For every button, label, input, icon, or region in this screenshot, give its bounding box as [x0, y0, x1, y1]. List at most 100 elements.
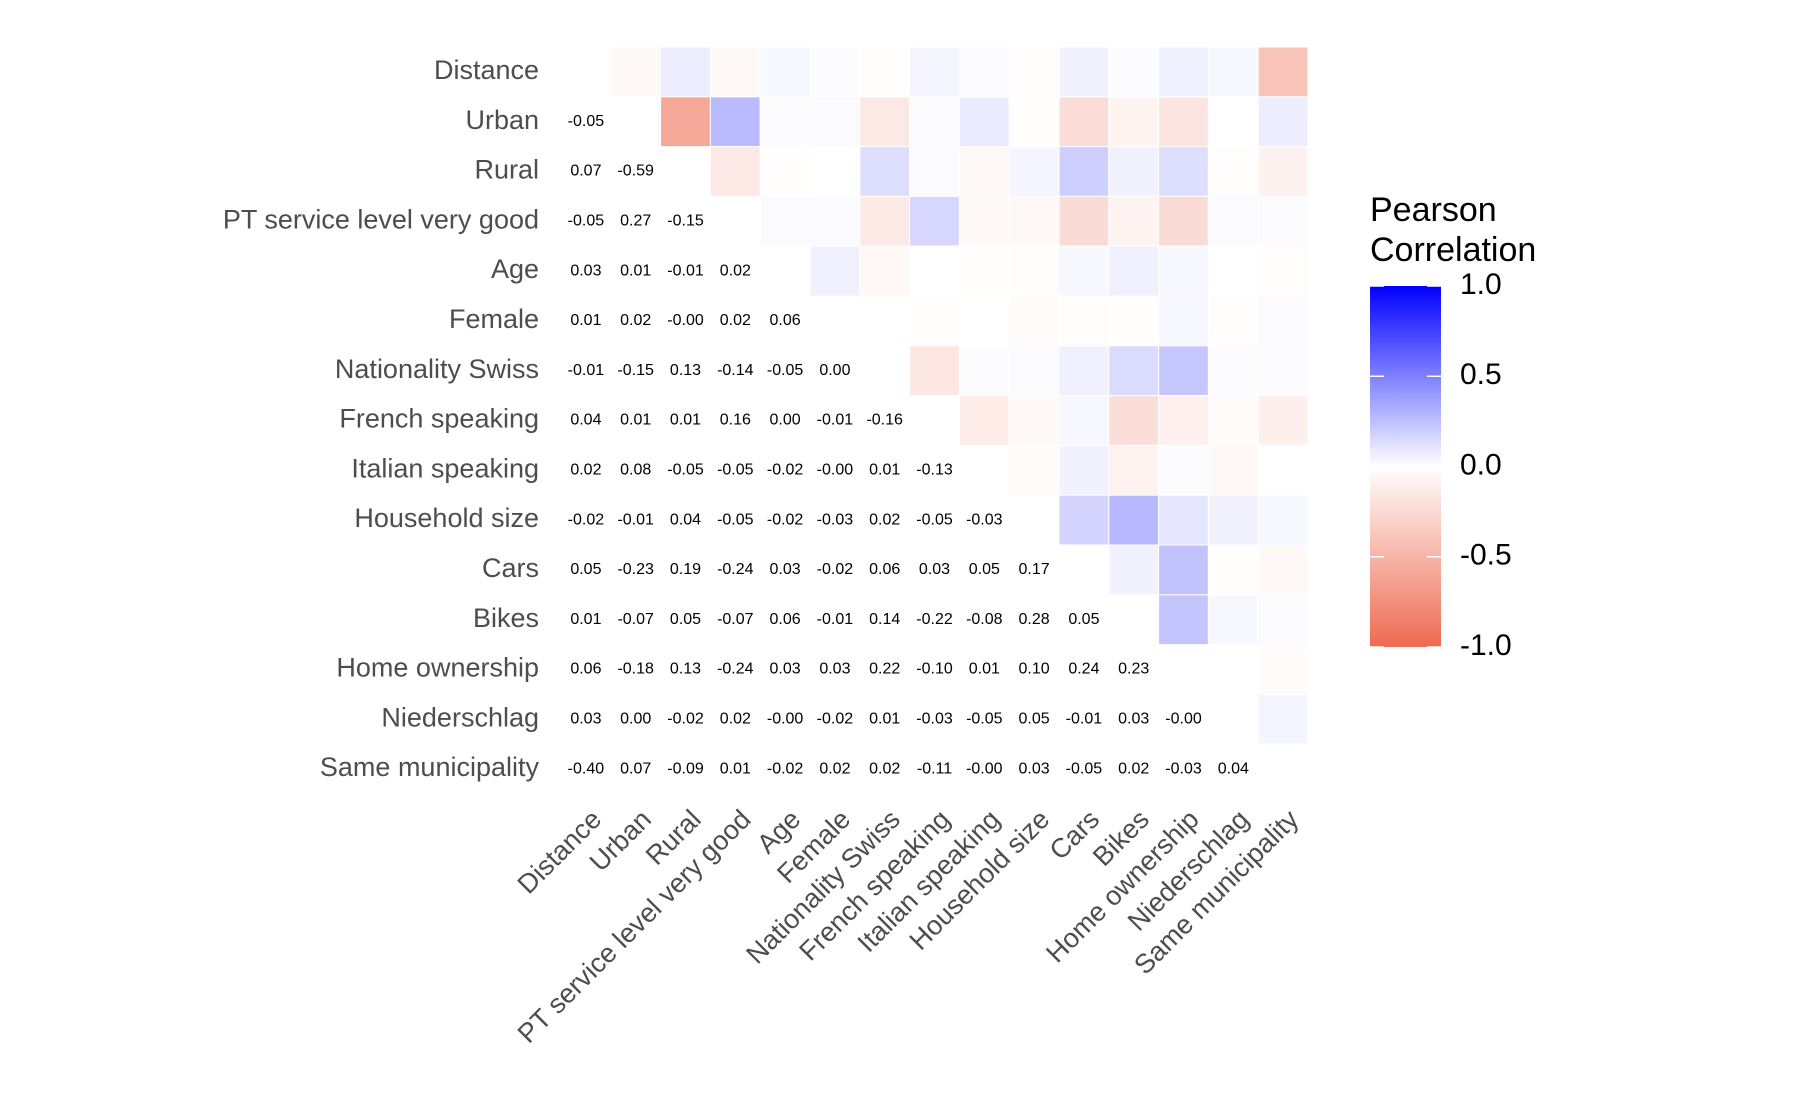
- value-label: 0.02: [720, 262, 751, 279]
- value-label: 0.03: [770, 561, 801, 578]
- value-label: 0.01: [620, 412, 651, 429]
- legend-title: Pearson Correlation: [1370, 191, 1537, 269]
- value-label: 0.03: [1019, 760, 1050, 777]
- value-label: -0.18: [617, 661, 654, 678]
- heat-tile: [859, 96, 911, 148]
- heat-tile: [1108, 146, 1160, 197]
- heat-tile: [1158, 195, 1209, 247]
- value-label: -0.05: [568, 113, 605, 130]
- value-label: -0.05: [1066, 760, 1103, 777]
- heat-tile: [1108, 494, 1160, 546]
- value-label: 0.05: [969, 561, 1000, 578]
- colorbar-tick-label: 1.0: [1460, 268, 1502, 301]
- value-label: 0.19: [670, 561, 701, 578]
- value-label: 0.04: [570, 412, 601, 429]
- value-label: 0.03: [570, 711, 601, 728]
- heat-tile: [660, 96, 711, 148]
- value-label: 0.01: [670, 412, 701, 429]
- heat-tile: [759, 46, 811, 98]
- value-label: 0.00: [770, 412, 801, 429]
- heat-tile: [809, 195, 861, 247]
- value-label: -0.01: [667, 262, 704, 279]
- value-label: 0.04: [1218, 760, 1249, 777]
- heat-tile: [1008, 295, 1060, 347]
- heat-tile: [1008, 395, 1060, 446]
- value-label: 0.06: [570, 661, 601, 678]
- heat-tile: [1108, 96, 1160, 148]
- heat-tile: [1257, 444, 1309, 496]
- y-tick-label: Household size: [354, 503, 539, 533]
- heat-tile: [1058, 46, 1110, 98]
- heat-tile: [660, 46, 711, 98]
- value-label: 0.07: [570, 163, 601, 180]
- heat-tile: [1257, 544, 1309, 596]
- value-label: 0.01: [570, 312, 601, 329]
- value-label: 0.04: [670, 511, 701, 528]
- value-label: 0.02: [720, 711, 751, 728]
- value-label: -0.13: [916, 462, 953, 479]
- y-tick-label: Urban: [465, 105, 539, 135]
- heat-tile: [610, 46, 662, 98]
- value-label: 0.13: [670, 661, 701, 678]
- heat-tile: [1108, 195, 1160, 247]
- value-label: 0.05: [670, 611, 701, 628]
- heat-tile: [1058, 96, 1110, 148]
- value-label: 0.28: [1019, 611, 1050, 628]
- value-label: 0.01: [620, 262, 651, 279]
- value-label: 0.01: [570, 611, 601, 628]
- value-label: 0.03: [819, 661, 850, 678]
- value-label: -0.40: [568, 760, 605, 777]
- value-label: -0.02: [568, 511, 605, 528]
- y-tick-label: Italian speaking: [351, 453, 539, 483]
- heat-tile: [1058, 494, 1110, 546]
- heat-tile: [1058, 245, 1110, 297]
- value-label: -0.10: [916, 661, 953, 678]
- heat-tile: [909, 345, 960, 397]
- value-label: -0.22: [916, 611, 953, 628]
- value-label: -0.01: [568, 362, 605, 379]
- y-tick-label: PT service level very good: [223, 204, 539, 234]
- heat-tile: [1207, 544, 1259, 596]
- y-tick-label: Same municipality: [320, 752, 540, 782]
- heat-tile: [1008, 96, 1060, 148]
- y-tick-label: Rural: [474, 155, 539, 185]
- heat-tile: [809, 245, 861, 297]
- heat-tile: [909, 96, 960, 148]
- heat-tile: [958, 195, 1010, 247]
- value-label: -0.00: [1165, 711, 1202, 728]
- y-tick-label: French speaking: [339, 404, 539, 434]
- value-label: 0.06: [770, 312, 801, 329]
- value-label: -0.08: [966, 611, 1003, 628]
- value-label: -0.05: [717, 511, 754, 528]
- heat-tile: [1257, 395, 1309, 446]
- heat-tile: [1207, 395, 1259, 446]
- heat-tile: [1058, 295, 1110, 347]
- value-label: 0.07: [620, 760, 651, 777]
- value-label: -0.23: [617, 561, 654, 578]
- heat-tile: [709, 96, 761, 148]
- value-label: 0.01: [969, 661, 1000, 678]
- heat-tile: [1158, 46, 1209, 98]
- heat-tile: [1108, 46, 1160, 98]
- value-label: 0.16: [720, 412, 751, 429]
- value-label: 0.02: [620, 312, 651, 329]
- heat-tile: [1008, 46, 1060, 98]
- value-label: -0.05: [767, 362, 804, 379]
- heat-tile: [909, 46, 960, 98]
- value-label: -0.03: [817, 511, 854, 528]
- y-tick-label: Niederschlag: [381, 702, 539, 732]
- heat-tile: [1207, 594, 1259, 646]
- heat-tile: [1158, 345, 1209, 397]
- heat-tile: [958, 146, 1010, 197]
- heat-tile: [1158, 295, 1209, 347]
- value-label: 0.05: [570, 561, 601, 578]
- heat-tile: [759, 96, 811, 148]
- heat-tile: [1158, 96, 1209, 148]
- heat-tile: [1207, 644, 1259, 695]
- heat-tile: [1257, 594, 1309, 646]
- value-label: 0.14: [869, 611, 900, 628]
- y-tick-label: Age: [491, 254, 539, 284]
- value-label: -0.03: [1165, 760, 1202, 777]
- heat-tile: [1207, 195, 1259, 247]
- heat-tile: [1008, 444, 1060, 496]
